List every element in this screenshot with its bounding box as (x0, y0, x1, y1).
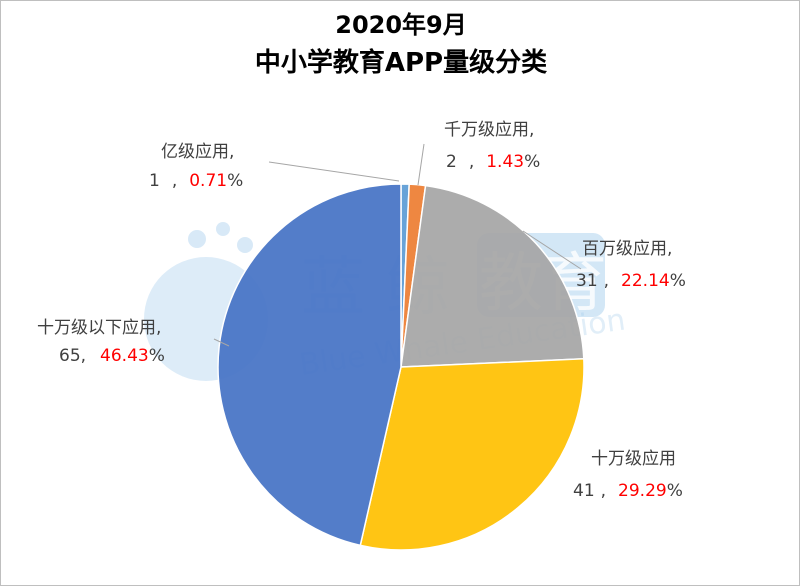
label-baiwan-name: 百万级应用, (582, 239, 672, 259)
label-shiwan-below: 十万级以下应用, 65, 46.43% (37, 318, 165, 366)
label-yi-percent: 0.71 (189, 171, 227, 191)
label-shiwan-below-count: 65 (59, 346, 81, 366)
label-baiwan-value: 31, 22.14% (576, 271, 686, 291)
label-baiwan-count: 31 (576, 271, 598, 291)
label-shiwan-below-percent: 46.43 (100, 346, 149, 366)
pie-slice-shiwan-below (217, 183, 402, 547)
chart-subtitle: 中小学教育APP量级分类 (255, 47, 547, 78)
label-qianwan-percent: 1.43 (486, 152, 524, 172)
leader-line-baiwan (522, 230, 582, 270)
pie-slice-shiwan (359, 358, 585, 551)
watermark-drop-1 (188, 230, 206, 248)
leader-lines (213, 143, 582, 347)
label-shiwan-count: 41 (573, 481, 595, 501)
label-yi-name: 亿级应用, (161, 142, 234, 162)
chart-title: 2020年9月 (335, 11, 467, 39)
label-shiwan-value: 41, 29.29% (573, 481, 683, 501)
label-baiwan-percent: 22.14 (621, 271, 670, 291)
leader-line-qianwan (417, 143, 425, 186)
label-qianwan: 千万级应用, 2, 1.43% (444, 120, 540, 172)
pie-slice-baiwan (400, 184, 585, 368)
label-qianwan-value: 2, 1.43% (446, 152, 540, 172)
label-shiwan-below-name: 十万级以下应用, (37, 318, 161, 338)
label-shiwan-name: 十万级应用 (591, 449, 676, 469)
label-yi-value: 1, 0.71% (149, 171, 243, 191)
label-yi: 亿级应用, 1, 0.71% (149, 142, 243, 191)
label-shiwan: 十万级应用 41, 29.29% (573, 449, 683, 501)
label-shiwan-percent: 29.29 (618, 481, 667, 501)
pie-slices (217, 183, 585, 551)
label-baiwan: 百万级应用, 31, 22.14% (576, 239, 686, 291)
leader-line-yi (268, 161, 400, 182)
label-shiwan-below-value: 65, 46.43% (59, 346, 165, 366)
leader-line-shiwan-below (213, 338, 230, 347)
watermark-drop-3 (237, 237, 253, 253)
label-qianwan-name: 千万级应用, (444, 120, 534, 140)
watermark-drop-2 (216, 222, 230, 236)
label-qianwan-count: 2 (446, 152, 457, 172)
label-yi-count: 1 (149, 171, 160, 191)
